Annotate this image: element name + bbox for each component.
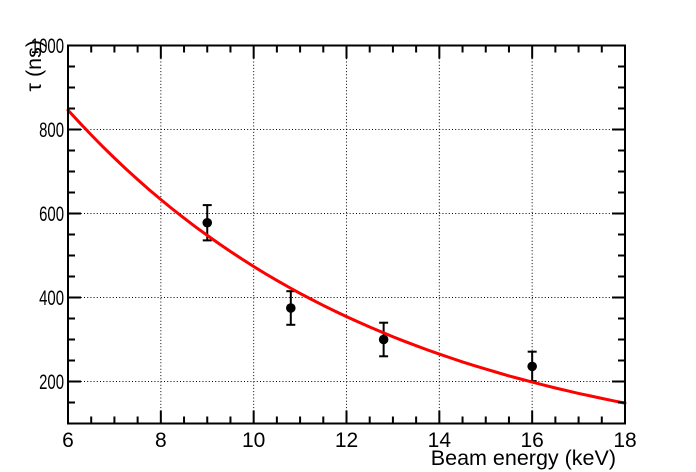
data-point-marker: [202, 217, 213, 228]
fit-curve-line: [66, 108, 627, 405]
x-tick-label: 8: [155, 429, 167, 452]
y-tick-label: 1000: [31, 35, 64, 58]
x-tick-labels: 6 8 10 12 14 16 18: [62, 429, 637, 452]
axis-ticks: [67, 44, 626, 425]
data-points: [202, 204, 537, 383]
x-tick-label: 6: [62, 429, 74, 452]
y-tick-label: 200: [39, 371, 64, 394]
fit-curve: [66, 108, 627, 405]
y-tick-label: 800: [39, 119, 64, 142]
x-tick-label: 12: [335, 429, 358, 452]
data-point-marker: [378, 334, 389, 345]
x-tick-label: 14: [428, 429, 452, 452]
x-tick-label: 16: [520, 429, 543, 452]
y-tick-label: 400: [39, 287, 64, 310]
x-axis-title: Beam energy (keV): [431, 446, 616, 470]
x-tick-label: 10: [242, 429, 265, 452]
data-point-marker: [527, 361, 537, 372]
y-axis-title: τ (ns): [22, 40, 46, 92]
data-point-marker: [286, 303, 296, 313]
y-tick-label: 600: [39, 203, 64, 226]
y-tick-labels: 200 400 600 800 1000: [31, 35, 64, 394]
x-tick-label: 18: [613, 429, 636, 452]
gridlines: [68, 45, 625, 424]
